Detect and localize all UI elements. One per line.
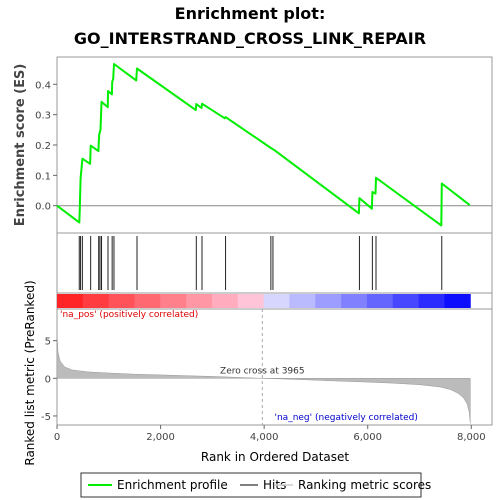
hits-panel xyxy=(56,232,493,294)
chart-title-line1: Enrichment plot: xyxy=(175,4,326,23)
legend: Enrichment profile Hits Ranking metric sco… xyxy=(80,472,431,498)
heatmap-segment xyxy=(444,294,471,308)
pos-correlated-label: 'na_pos' (positively correlated) xyxy=(60,310,198,320)
hits-frame xyxy=(56,232,493,294)
metric-frame xyxy=(56,308,493,426)
heatmap-segment xyxy=(57,294,84,308)
es-ytick-label: 0.3 xyxy=(35,111,51,122)
heatmap-segment xyxy=(186,294,213,308)
heatmap-segment xyxy=(82,294,110,308)
heatmap-segment xyxy=(108,294,135,308)
x-tick-label: 6,000 xyxy=(353,432,382,443)
metric-ylabel: Ranked list metric (PreRanked) xyxy=(23,280,37,465)
heatmap-bar xyxy=(56,292,493,310)
es-ytick-label: 0.0 xyxy=(35,202,51,213)
es-ytick-label: 0.1 xyxy=(35,171,51,182)
heatmap-segment xyxy=(341,294,368,308)
metric-ytick-label: -5 xyxy=(41,412,51,423)
es-ytick-label: 0.4 xyxy=(35,80,51,91)
heatmap-segment xyxy=(134,294,161,308)
legend-label: Enrichment profile xyxy=(117,478,228,492)
zero-cross-label: Zero cross at 3965 xyxy=(220,366,305,376)
neg-correlated-label: 'na_neg' (negatively correlated) xyxy=(275,413,418,423)
es-ylabel: Enrichment score (ES) xyxy=(13,64,28,227)
x-tick-label: 2,000 xyxy=(146,432,175,443)
heatmap-segment xyxy=(237,294,265,308)
ranking-metric-area xyxy=(56,331,471,424)
heatmap-segment xyxy=(263,294,290,308)
heatmap-segment xyxy=(418,294,445,308)
es-panel: 0.0 0.1 0.2 0.3 0.4 xyxy=(35,56,493,234)
heatmap-segment xyxy=(160,294,187,308)
es-ytick-label: 0.2 xyxy=(35,141,51,152)
metric-ytick-label: 0 xyxy=(45,374,51,385)
metric-ytick-label: 5 xyxy=(45,337,51,348)
x-tick-label: 8,000 xyxy=(457,432,486,443)
x-tick-label: 0 xyxy=(54,432,60,443)
heatmap-segment xyxy=(315,294,342,308)
es-plot-frame xyxy=(56,56,493,234)
enrichment-profile-line xyxy=(56,63,471,227)
legend-label: Hits xyxy=(263,478,286,492)
heatmap-segment xyxy=(211,294,239,308)
legend-label: Ranking metric scores xyxy=(298,478,431,492)
chart-title-line2: GO_INTERSTRAND_CROSS_LINK_REPAIR xyxy=(74,29,426,48)
heatmap-segment xyxy=(366,294,394,308)
heatmap-segment xyxy=(392,294,420,308)
heatmap-segment xyxy=(289,294,316,308)
x-tick-label: 4,000 xyxy=(250,432,279,443)
x-axis-label: Rank in Ordered Dataset xyxy=(201,450,349,464)
